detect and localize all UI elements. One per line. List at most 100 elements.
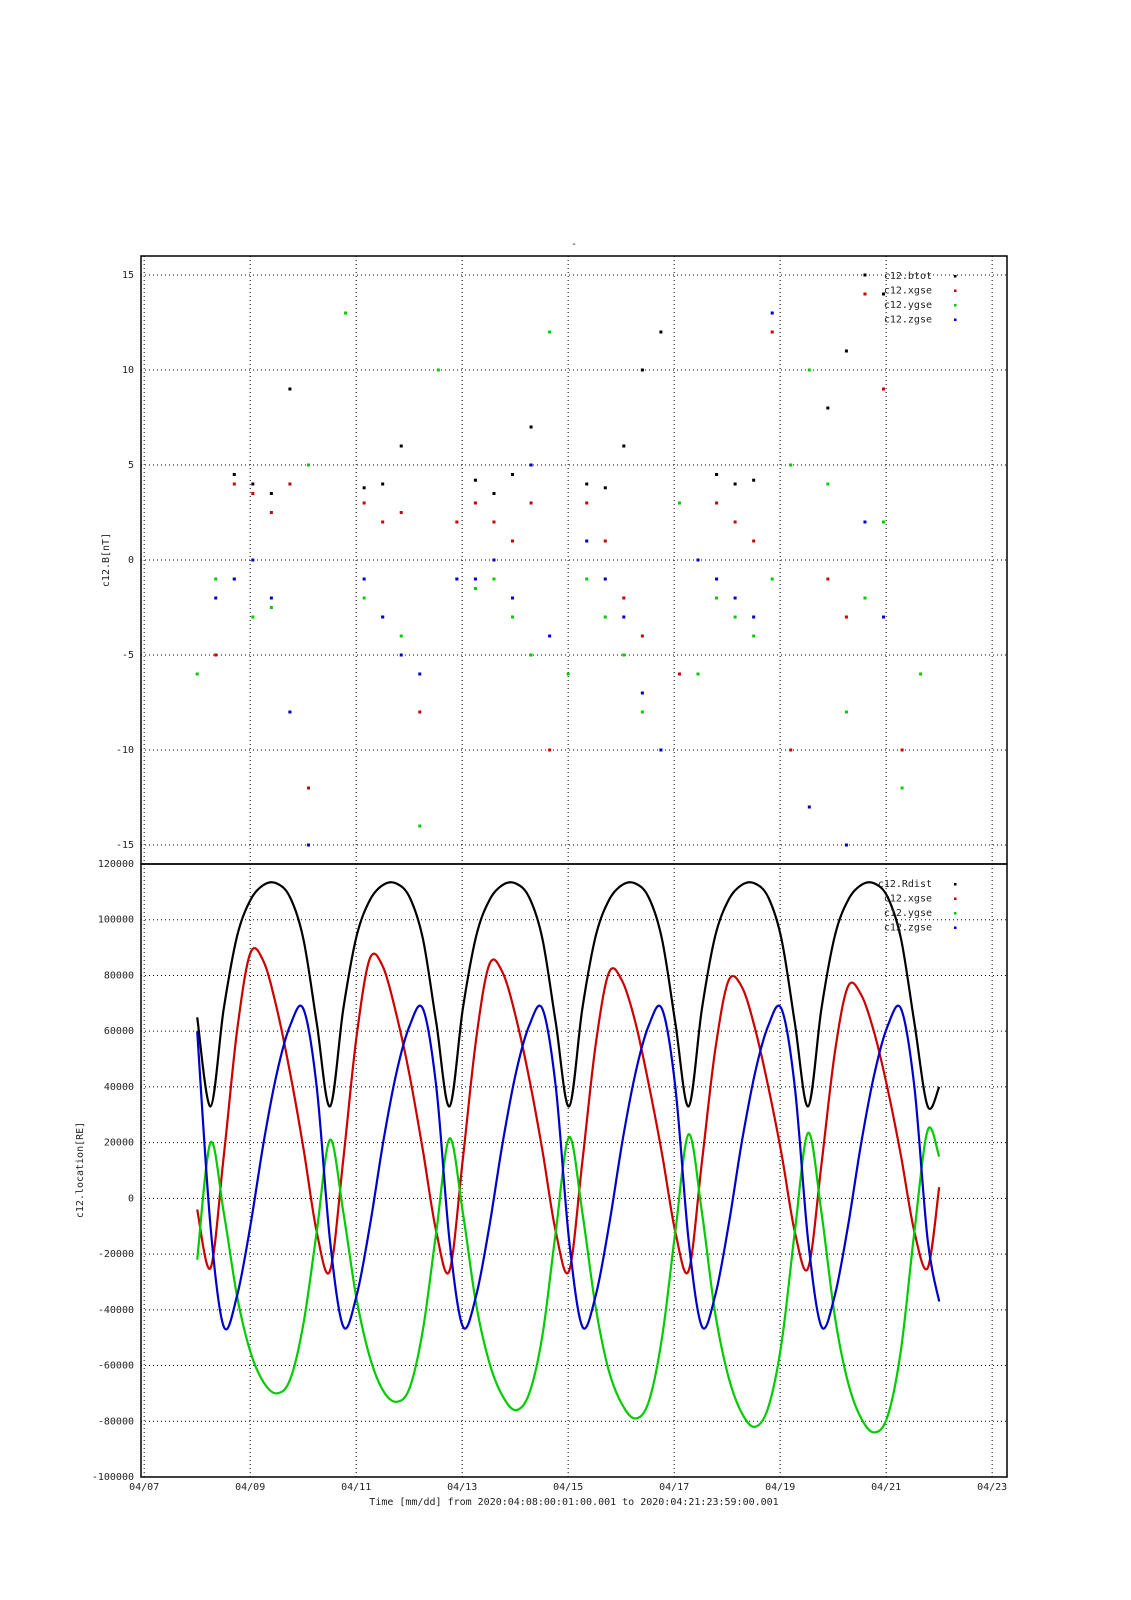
data-point — [622, 444, 626, 448]
data-point — [344, 311, 348, 315]
data-point — [585, 482, 589, 486]
data-point — [733, 615, 737, 619]
data-point — [418, 672, 422, 676]
data-point — [844, 843, 848, 847]
y-tick-label: 40000 — [104, 1082, 134, 1093]
x-tick-label: 04/19 — [765, 1482, 795, 1493]
data-point — [844, 349, 848, 353]
data-point — [362, 577, 366, 581]
data-point — [511, 615, 515, 619]
legend-marker — [954, 883, 957, 886]
data-point — [529, 501, 533, 505]
data-point — [603, 486, 607, 490]
y-tick-label: 120000 — [98, 859, 134, 870]
data-point — [492, 558, 496, 562]
data-point — [826, 577, 830, 581]
data-point — [269, 606, 273, 609]
data-point — [715, 473, 719, 476]
data-point — [900, 786, 904, 790]
data-point — [882, 292, 886, 296]
y-tick-label: 5 — [128, 460, 134, 471]
legend-marker — [954, 926, 957, 929]
data-point — [269, 492, 273, 495]
data-line — [196, 1126, 941, 1434]
data-point — [844, 615, 848, 619]
data-point — [269, 511, 273, 514]
data-point — [640, 691, 644, 695]
data-point — [492, 577, 496, 581]
data-point — [436, 368, 440, 372]
data-point — [640, 634, 644, 638]
x-axis-label: Time [mm/dd] from 2020:04:08:00:01:00.00… — [369, 1497, 778, 1508]
y-tick-label: 10 — [122, 365, 134, 376]
data-point — [733, 520, 737, 524]
data-point — [511, 596, 515, 600]
data-point — [715, 596, 719, 600]
data-point — [251, 492, 255, 495]
data-point — [381, 482, 385, 486]
data-point — [715, 577, 719, 581]
data-point — [789, 748, 793, 752]
data-point — [585, 577, 589, 581]
data-point — [251, 482, 255, 486]
data-point — [473, 577, 477, 581]
data-point — [232, 577, 236, 581]
data-point — [381, 615, 385, 619]
data-point — [733, 596, 737, 600]
y-tick-label: -5 — [122, 650, 134, 661]
data-point — [752, 634, 756, 638]
legend-label: c12.ygse — [884, 300, 932, 311]
data-point — [603, 577, 607, 581]
y-tick-label: -80000 — [98, 1416, 134, 1427]
data-line — [196, 1004, 941, 1331]
legend-label: c12.Rdist — [878, 879, 932, 890]
data-point — [251, 615, 255, 619]
data-point — [659, 748, 663, 752]
y-tick-label: -40000 — [98, 1305, 134, 1316]
legend-marker — [954, 897, 957, 900]
x-tick-label: 04/07 — [129, 1482, 159, 1493]
data-point — [715, 501, 719, 505]
y-tick-label: 20000 — [104, 1138, 134, 1149]
plot-area — [195, 273, 923, 847]
data-point — [752, 478, 756, 482]
y-tick-label: -60000 — [98, 1361, 134, 1372]
legend-label: c12.zgse — [884, 923, 932, 934]
data-point — [399, 444, 403, 448]
data-point — [677, 501, 681, 505]
data-line — [196, 881, 941, 1110]
data-point — [511, 473, 515, 476]
data-point — [418, 824, 422, 828]
data-point — [473, 587, 477, 590]
data-point — [232, 482, 236, 486]
data-point — [640, 368, 644, 372]
y-tick-label: 15 — [122, 270, 134, 281]
x-tick-label: 04/21 — [871, 1482, 901, 1493]
legend-label: c12.ygse — [884, 908, 932, 919]
y-tick-label: -100000 — [92, 1472, 134, 1483]
data-point — [622, 615, 626, 619]
data-point — [677, 672, 681, 676]
data-point — [529, 653, 533, 657]
x-tick-label: 04/15 — [553, 1482, 583, 1493]
data-point — [492, 492, 496, 495]
data-point — [306, 463, 310, 467]
data-point — [548, 330, 552, 334]
y-tick-label: 0 — [128, 555, 134, 566]
y-tick-label: -15 — [116, 840, 134, 851]
data-point — [455, 577, 459, 581]
data-point — [789, 463, 793, 467]
x-tick-label: 04/13 — [447, 1482, 477, 1493]
data-point — [288, 482, 292, 486]
y-tick-label: 0 — [128, 1193, 134, 1204]
data-point — [696, 558, 700, 562]
data-point — [473, 501, 477, 505]
data-point — [752, 615, 756, 619]
y-tick-label: -10 — [116, 745, 134, 756]
data-point — [622, 653, 626, 657]
legend-marker — [954, 912, 957, 915]
data-point — [399, 653, 403, 657]
data-point — [269, 596, 273, 600]
data-point — [492, 520, 496, 524]
